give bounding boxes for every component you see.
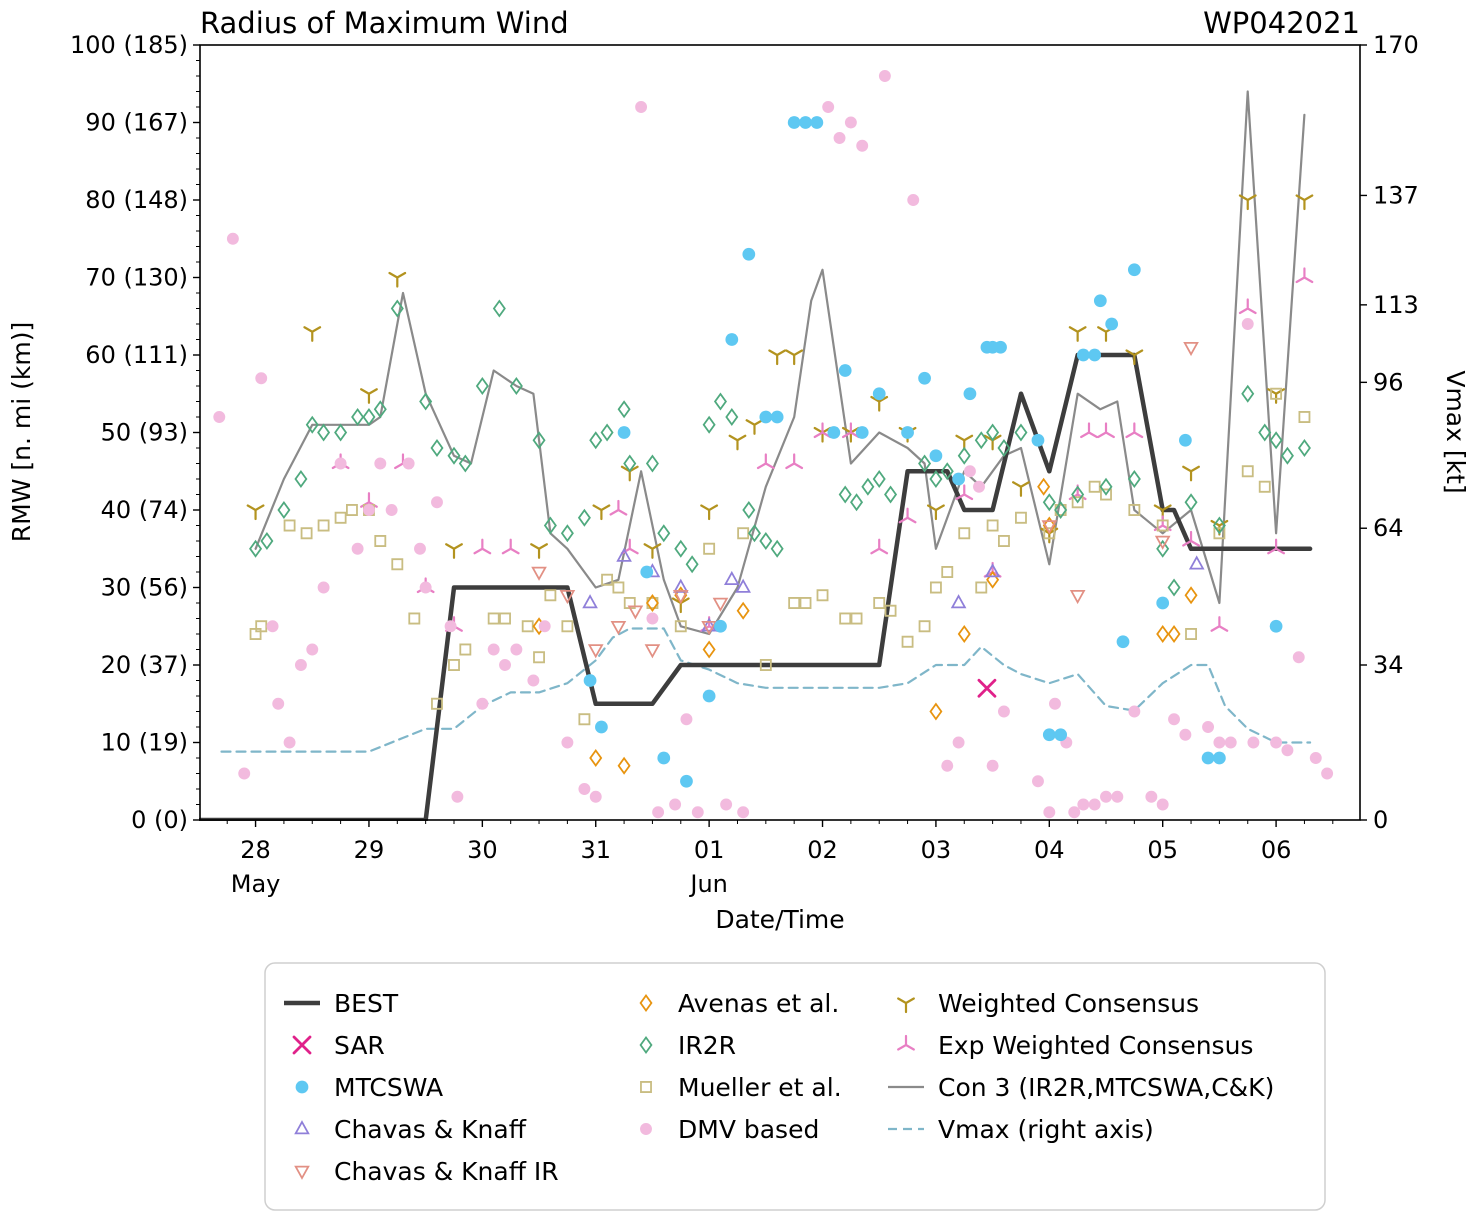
legend-label: Weighted Consensus xyxy=(938,989,1199,1018)
series-sar xyxy=(977,678,997,698)
series-dmv xyxy=(213,70,1334,819)
y-right-tick-label: 137 xyxy=(1373,181,1419,209)
legend-label: Vmax (right axis) xyxy=(938,1115,1154,1144)
y-right-tick-label: 64 xyxy=(1373,514,1404,542)
series-avenas xyxy=(532,477,1198,775)
legend-box xyxy=(264,962,1326,1211)
series-mtcswa xyxy=(583,116,1283,788)
plot-area: 28 29 30 31 01 02 03 04 05 06 May Jun 0 (0) 10 (19) 20… xyxy=(70,31,1419,898)
y-right-tick-label: 170 xyxy=(1373,31,1419,59)
legend-label: MTCSWA xyxy=(334,1073,443,1102)
y-left-tick-label: 60 (111) xyxy=(85,341,188,369)
chart-title: Radius of Maximum Wind xyxy=(200,6,569,40)
series-vmax xyxy=(220,627,1312,753)
x-tick-label: 31 xyxy=(580,836,611,864)
x-tick-label: 05 xyxy=(1147,836,1178,864)
legend-label: IR2R xyxy=(678,1031,736,1060)
y-left-tick-label: 80 (148) xyxy=(85,186,188,214)
legend-label: Avenas et al. xyxy=(678,989,839,1018)
legend-item-mueller: Mueller et al. xyxy=(640,1073,842,1102)
legend-item-vmax: Vmax (right axis) xyxy=(888,1115,1154,1144)
x-tick-label: 01 xyxy=(694,836,725,864)
y-right-tick-label: 113 xyxy=(1373,291,1419,319)
legend-label: SAR xyxy=(334,1031,385,1060)
x-tick-label: 04 xyxy=(1034,836,1065,864)
x-tick-label: 28 xyxy=(240,836,271,864)
series-con3 xyxy=(254,90,1306,636)
legend-item-dmv: DMV based xyxy=(640,1115,819,1144)
y-right-tick-label: 0 xyxy=(1373,806,1388,834)
y-left-tick-label: 50 (93) xyxy=(101,419,188,447)
y-left-tick-label: 70 (130) xyxy=(85,264,188,292)
legend-item-expw: Exp Weighted Consensus xyxy=(897,1031,1253,1060)
legend-item-sar: SAR xyxy=(292,1031,385,1060)
series-best xyxy=(199,352,1313,821)
x-axis-label: Date/Time xyxy=(715,905,844,934)
y-left-axis-label: RMW [n. mi (km)] xyxy=(7,322,36,542)
y-left-tick-label: 40 (74) xyxy=(101,496,188,524)
legend-item-avenas: Avenas et al. xyxy=(639,989,839,1018)
legend-label: Con 3 (IR2R,MTCSWA,C&K) xyxy=(938,1073,1274,1102)
legend-label: BEST xyxy=(334,989,399,1018)
axes: 28 29 30 31 01 02 03 04 05 06 May Jun 0 (0) 10 (19) 20… xyxy=(70,31,1419,898)
y-right-axis-label: Vmax [kt] xyxy=(1441,370,1470,493)
legend-label: DMV based xyxy=(678,1115,819,1144)
y-left-tick-label: 10 (19) xyxy=(101,729,188,757)
y-left-tick-label: 30 (56) xyxy=(101,574,188,602)
legend-item-wcons: Weighted Consensus xyxy=(897,989,1199,1018)
y-right-tick-label: 96 xyxy=(1373,368,1404,396)
x-tick-label: 06 xyxy=(1261,836,1292,864)
x-tick-label: 29 xyxy=(354,836,385,864)
storm-id: WP042021 xyxy=(1203,6,1360,40)
x-tick-label: 30 xyxy=(467,836,498,864)
y-left-tick-label: 100 (185) xyxy=(70,31,188,59)
x-tick-label: 03 xyxy=(921,836,952,864)
series-ckir xyxy=(531,342,1199,659)
x-month-label: May xyxy=(231,870,281,898)
legend-label: Chavas & Knaff IR xyxy=(334,1157,559,1186)
series-layer xyxy=(199,70,1334,821)
legend-item-ir2r: IR2R xyxy=(639,1031,736,1060)
y-left-tick-label: 20 (37) xyxy=(101,651,188,679)
y-right-tick-label: 34 xyxy=(1373,651,1404,679)
legend-item-ck: Chavas & Knaff xyxy=(294,1115,527,1144)
x-tick-label: 02 xyxy=(807,836,838,864)
series-ir2r xyxy=(249,299,1311,597)
legend-label: Mueller et al. xyxy=(678,1073,842,1102)
legend-item-mtcswa: MTCSWA xyxy=(295,1073,443,1102)
series-mueller xyxy=(249,387,1311,726)
legend-item-best: BEST xyxy=(284,989,399,1018)
plot-border xyxy=(199,44,1361,821)
series-expw xyxy=(331,267,1314,632)
legend-label: Exp Weighted Consensus xyxy=(938,1031,1253,1060)
legend-label: Chavas & Knaff xyxy=(334,1115,527,1144)
legend-item-con3: Con 3 (IR2R,MTCSWA,C&K) xyxy=(888,1073,1274,1102)
y-left-tick-label: 90 (167) xyxy=(85,109,188,137)
y-left-tick-label: 0 (0) xyxy=(131,806,188,834)
x-month-label: Jun xyxy=(688,870,728,898)
legend-item-ckir: Chavas & Knaff IR xyxy=(294,1157,559,1186)
series-wcons xyxy=(246,194,1314,614)
legend: BEST SAR MTCSWA Chavas & Knaff Chavas & Knaf… xyxy=(264,962,1326,1211)
